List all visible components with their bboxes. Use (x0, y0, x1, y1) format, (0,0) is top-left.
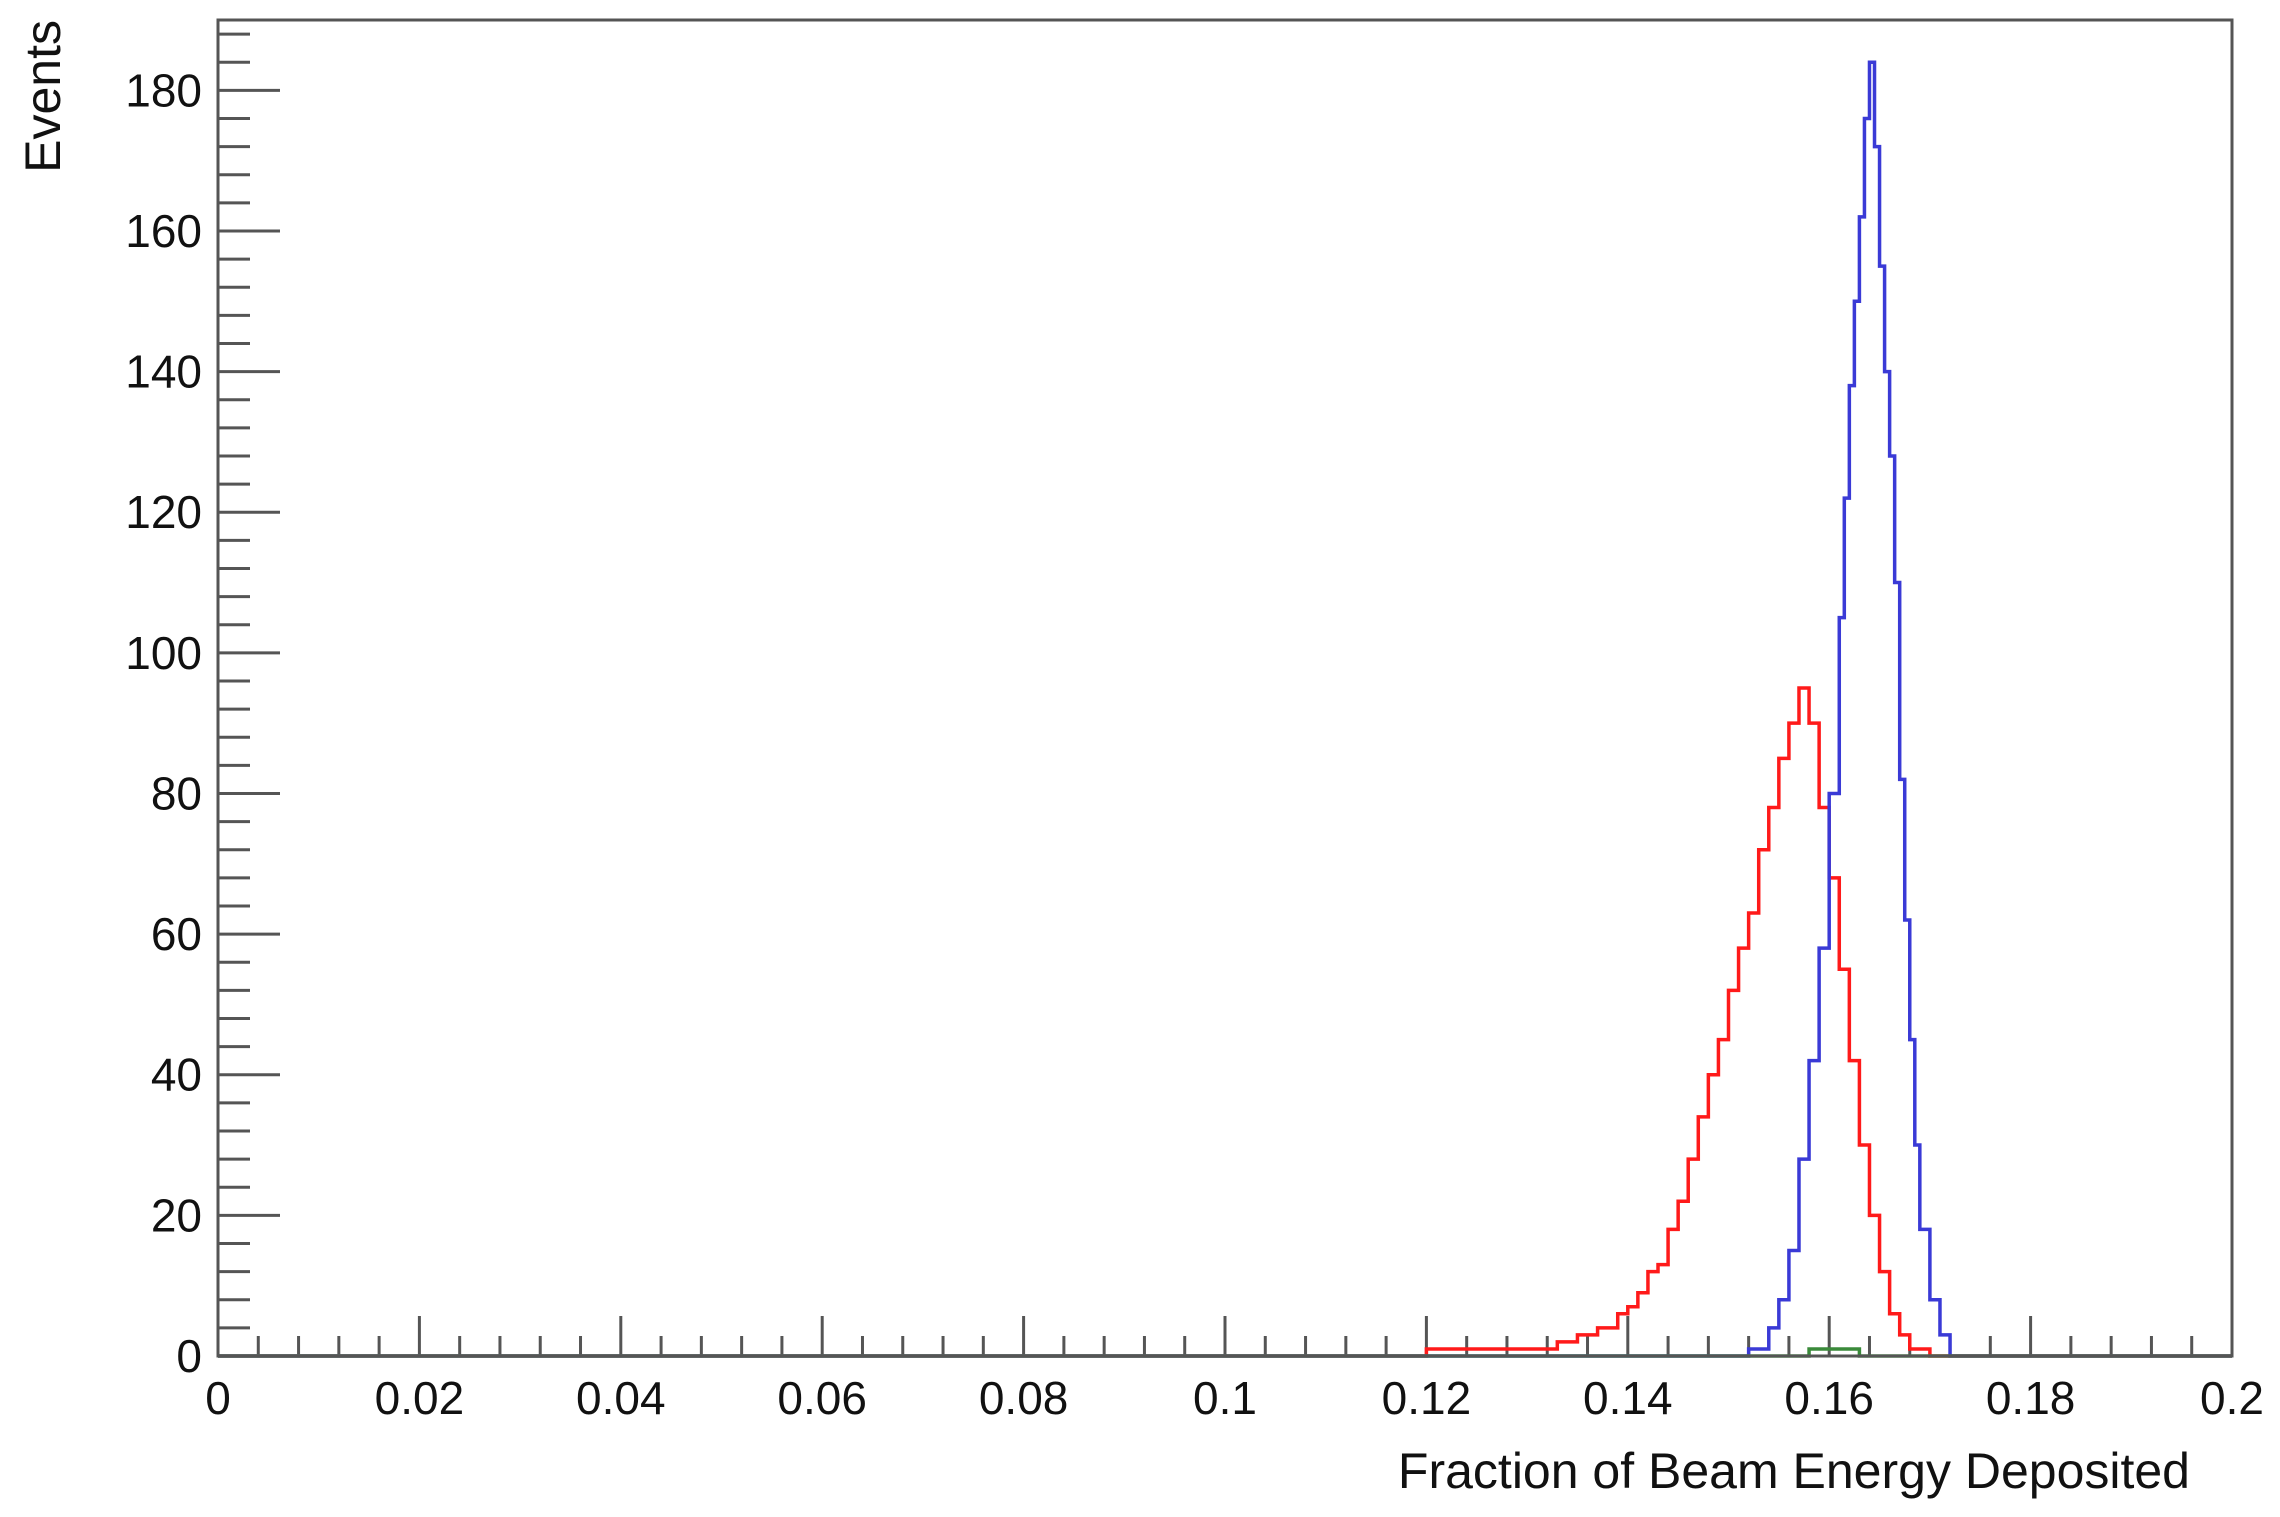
series-line-2 (218, 60, 2232, 1358)
plot-frame (216, 18, 2234, 1358)
y-tick-label: 40 (151, 1049, 202, 1101)
series-line-1 (218, 686, 2232, 1358)
y-tick-label: 180 (125, 64, 202, 116)
x-tick-label: 0.04 (576, 1372, 666, 1424)
x-tick-label: 0.02 (375, 1372, 465, 1424)
x-tick-label: 0.06 (777, 1372, 867, 1424)
x-tick-label: 0.08 (979, 1372, 1069, 1424)
y-tick-label: 100 (125, 627, 202, 679)
x-tick-label: 0.18 (1986, 1372, 2076, 1424)
x-tick-label: 0.14 (1583, 1372, 1673, 1424)
x-tick-label: 0.1 (1193, 1372, 1257, 1424)
series-layer (218, 60, 2232, 1358)
x-tick-label: 0.2 (2200, 1372, 2264, 1424)
y-tick-label: 160 (125, 205, 202, 257)
axes-layer: 0 0.02 0.04 0.06 0.08 0.1 0.12 0.14 0.16 0.18 0.2 0… (125, 32, 2264, 1424)
y-tick-label: 80 (151, 767, 202, 819)
y-tick-label: 60 (151, 908, 202, 960)
x-axis-title: Fraction of Beam Energy Deposited (1398, 1443, 2190, 1499)
y-tick-label: 120 (125, 486, 202, 538)
y-tick-label: 140 (125, 346, 202, 398)
y-tick-label: 20 (151, 1189, 202, 1241)
y-axis-title: Events (15, 20, 71, 173)
x-tick-label: 0.12 (1382, 1372, 1472, 1424)
x-tick-label: 0.16 (1784, 1372, 1874, 1424)
x-tick-label: 0 (205, 1372, 231, 1424)
y-tick-label: 0 (176, 1330, 202, 1382)
